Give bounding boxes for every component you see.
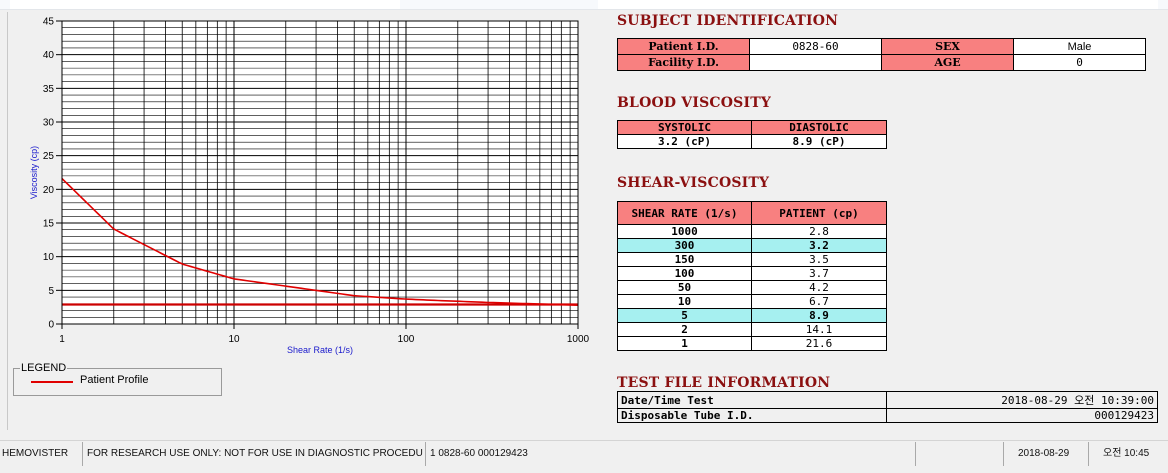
x-axis-label: Shear Rate (1/s)	[287, 345, 353, 355]
shear-rate-cell: 1000	[617, 224, 752, 239]
series-line-patient-profile	[61, 177, 579, 306]
status-notice: FOR RESEARCH USE ONLY: NOT FOR USE IN DI…	[87, 448, 423, 459]
status-record: 1 0828-60 000129423	[430, 448, 528, 459]
shear-rate-cell: 1	[617, 336, 752, 351]
x-axis-ticks: 1 10 100 1000	[59, 324, 590, 345]
legend-box: LEGEND Patient Profile	[13, 362, 222, 396]
age-value: 0	[1013, 54, 1146, 71]
sex-value: Male	[1013, 38, 1146, 55]
patient-viscosity-cell: 3.2	[751, 238, 887, 253]
shear-rate-cell: 150	[617, 252, 752, 267]
blood-viscosity-table: SYSTOLIC DIASTOLIC 3.2 (cP) 8.9 (cP)	[617, 120, 887, 149]
patient-viscosity-cell: 3.7	[751, 266, 887, 281]
left-divider	[7, 12, 8, 430]
tube-id-label: Disposable Tube I.D.	[617, 408, 887, 423]
col-header-shear-rate: SHEAR RATE (1/s)	[617, 201, 752, 225]
x-tick-label: 100	[398, 334, 415, 345]
age-label: AGE	[881, 54, 1014, 71]
tube-id-value: 000129423	[886, 408, 1158, 423]
facility-id-label: Facility I.D.	[617, 54, 750, 71]
y-tick-label: 40	[43, 50, 55, 61]
shear-row: 2 14.1	[617, 322, 887, 337]
diastolic-label: DIASTOLIC	[751, 120, 887, 135]
status-separator	[1003, 442, 1004, 466]
status-separator	[425, 442, 426, 466]
shear-row: 100 3.7	[617, 266, 887, 281]
shear-row: 150 3.5	[617, 252, 887, 267]
x-tick-label: 10	[228, 334, 240, 345]
datetime-value: 2018-08-29 오전 10:39:00	[886, 391, 1158, 409]
top-strip-segment	[598, 0, 1158, 9]
patient-viscosity-cell: 8.9	[751, 308, 887, 323]
shear-row: 5 8.9	[617, 308, 887, 323]
shear-rate-cell: 10	[617, 294, 752, 309]
grid-major-lines	[62, 21, 578, 324]
status-separator	[1088, 442, 1089, 466]
sex-label: SEX	[881, 38, 1014, 55]
test-file-information-title: TEST FILE INFORMATION	[617, 375, 831, 391]
x-tick-label: 1000	[567, 334, 590, 345]
x-tick-label: 1	[59, 334, 65, 345]
shear-row: 10 6.7	[617, 294, 887, 309]
shear-rate-cell: 300	[617, 238, 752, 253]
patient-viscosity-cell: 2.8	[751, 224, 887, 239]
patient-id-label: Patient I.D.	[617, 38, 750, 55]
shear-row: 1000 2.8	[617, 224, 887, 239]
patient-id-value: 0828-60	[749, 38, 882, 55]
shear-rate-cell: 2	[617, 322, 752, 337]
y-tick-label: 5	[48, 286, 54, 297]
y-axis-ticks: 0 5 10 15 20 25 30 35 40 45	[43, 17, 62, 331]
shear-row: 50 4.2	[617, 280, 887, 295]
patient-viscosity-cell: 6.7	[751, 294, 887, 309]
status-separator	[915, 442, 916, 466]
viscosity-chart: 0 5 10 15 20 25 30 35 40 45 1 10 100 1000 Shear Rate…	[29, 17, 590, 356]
legend-title: LEGEND	[20, 362, 68, 374]
patient-viscosity-cell: 3.5	[751, 252, 887, 267]
y-tick-label: 0	[48, 320, 54, 331]
shear-rate-cell: 50	[617, 280, 752, 295]
status-bar: HEMOVISTER FOR RESEARCH USE ONLY: NOT FO…	[0, 440, 1168, 473]
status-separator	[82, 442, 83, 466]
legend-item-label: Patient Profile	[80, 374, 149, 386]
status-date: 2018-08-29	[1018, 448, 1070, 459]
shear-viscosity-title: SHEAR-VISCOSITY	[617, 175, 770, 191]
shear-row: 300 3.2	[617, 238, 887, 253]
systolic-label: SYSTOLIC	[617, 120, 752, 135]
top-strip-segment	[10, 0, 400, 9]
col-header-patient: PATIENT (cp)	[751, 201, 887, 225]
patient-viscosity-cell: 4.2	[751, 280, 887, 295]
facility-id-value	[749, 54, 882, 71]
y-tick-label: 15	[43, 219, 55, 230]
test-file-table: Date/Time Test 2018-08-29 오전 10:39:00 Di…	[617, 391, 1158, 423]
shear-rate-cell: 5	[617, 308, 752, 323]
y-tick-label: 35	[43, 84, 55, 95]
y-tick-label: 10	[43, 252, 55, 263]
patient-viscosity-cell: 21.6	[751, 336, 887, 351]
datetime-label: Date/Time Test	[617, 391, 887, 409]
shear-rate-cell: 100	[617, 266, 752, 281]
status-time: 오전 10:45	[1103, 448, 1150, 459]
plot-frame	[61, 20, 579, 325]
shear-row: 1 21.6	[617, 336, 887, 351]
subject-identification-title: SUBJECT IDENTIFICATION	[617, 13, 839, 29]
y-tick-label: 30	[43, 118, 55, 129]
y-tick-label: 45	[43, 17, 55, 28]
patient-viscosity-cell: 14.1	[751, 322, 887, 337]
window-top-strip	[0, 0, 1168, 10]
status-app-name: HEMOVISTER	[2, 448, 69, 459]
y-tick-label: 20	[43, 185, 55, 196]
systolic-value: 3.2 (cP)	[617, 134, 752, 149]
shear-viscosity-table: SHEAR RATE (1/s) PATIENT (cp) 1000 2.8 300…	[617, 201, 887, 351]
plot-area	[62, 21, 578, 324]
legend-line-swatch	[31, 381, 73, 383]
blood-viscosity-title: BLOOD VISCOSITY	[617, 95, 772, 111]
y-axis-label: Viscosity (cp)	[29, 146, 39, 199]
grid-minor-lines	[62, 21, 578, 324]
subject-identification-table: Patient I.D. 0828-60 SEX Male Facility I…	[617, 38, 1146, 71]
y-tick-label: 25	[43, 151, 55, 162]
diastolic-value: 8.9 (cP)	[751, 134, 887, 149]
